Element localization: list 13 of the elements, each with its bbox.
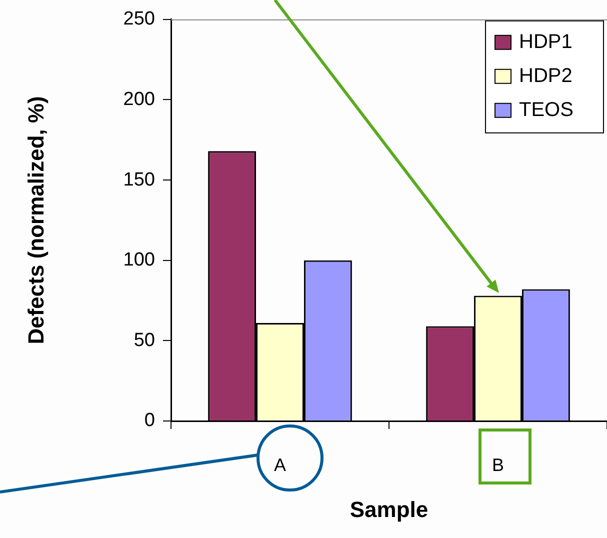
legend-label: HDP1 [519, 30, 572, 53]
y-tick-label: 200 [123, 88, 155, 110]
y-tick-label: 250 [123, 8, 155, 30]
x-tick-label: B [492, 454, 504, 475]
legend-label: HDP2 [519, 64, 572, 87]
x-tick-label: A [274, 454, 286, 475]
y-axis-title: Defects (normalized, %) [23, 96, 48, 344]
x-axis-title: Sample [350, 496, 428, 522]
y-tick-label: 50 [134, 330, 155, 351]
y-tick-label: 0 [144, 410, 155, 432]
y-tick-label: 100 [123, 250, 155, 271]
legend-label: TEOS [519, 98, 574, 121]
y-tick-label: 150 [123, 169, 155, 190]
